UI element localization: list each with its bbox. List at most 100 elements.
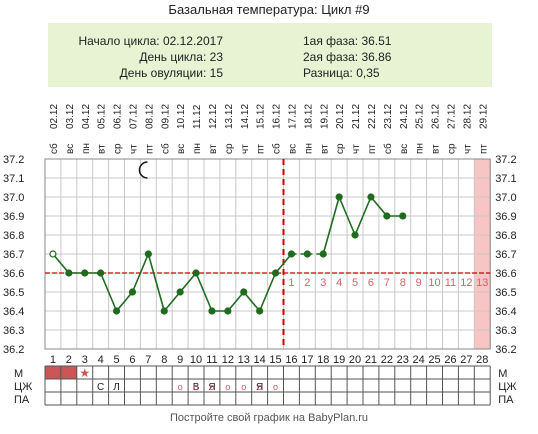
temperature-segment [354, 196, 372, 236]
weekday-label: ср [224, 143, 235, 154]
luteal-day-number: 11 [445, 277, 456, 289]
temperature-segment [99, 272, 118, 312]
day-number: 2 [66, 354, 72, 366]
luteal-day-number: 1 [288, 277, 294, 289]
row-label-left: ПА [14, 394, 30, 406]
moon-icon [138, 161, 148, 179]
weekday-label: пн [192, 143, 203, 154]
date-label: 29.12 [478, 104, 489, 129]
temperature-segment [370, 196, 388, 217]
y-tick-label-left: 36.9 [3, 211, 24, 223]
mucus-mark: Я [208, 382, 215, 393]
day-number: 17 [301, 354, 313, 366]
weekday-label: вс [176, 144, 187, 154]
day-number: 20 [349, 354, 361, 366]
weekday-label: вс [399, 144, 410, 154]
y-tick-label-right: 36.7 [495, 249, 516, 261]
temperature-point [160, 307, 168, 315]
date-label: 28.12 [462, 104, 473, 129]
weekday-label: пт [478, 144, 489, 154]
cycle-start-label: Начало цикла: [78, 34, 160, 48]
date-label: 20.12 [335, 104, 346, 129]
weekday-label: вс [287, 144, 298, 154]
chart-title: Базальная температура: Цикл #9 [168, 2, 370, 17]
y-tick-label-left: 36.5 [3, 287, 24, 299]
temperature-segment [131, 253, 150, 293]
day-number: 3 [82, 354, 88, 366]
cycle-day: День цикла: 23 [48, 50, 223, 64]
temperature-point [271, 269, 280, 277]
temperature-point [97, 269, 105, 277]
weekday-label: чт [240, 144, 251, 154]
luteal-day-number: 9 [416, 277, 422, 289]
day-number: 23 [397, 354, 409, 366]
date-label: 23.12 [383, 104, 394, 129]
day-number: 4 [98, 354, 104, 366]
temperature-segment [322, 196, 340, 255]
date-label: 18.12 [303, 104, 314, 129]
temperature-point [49, 250, 57, 258]
weekday-label: чт [351, 144, 362, 154]
temperature-segment [195, 272, 213, 312]
luteal-day-number: 8 [400, 277, 406, 289]
luteal-day-number: 10 [428, 277, 440, 289]
day-number: 9 [177, 354, 183, 366]
y-tick-label-left: 36.8 [3, 230, 24, 242]
y-tick-label-left: 36.6 [3, 268, 24, 280]
temperature-segment [163, 291, 181, 312]
intercourse-mark: o [194, 382, 199, 392]
footer-link[interactable]: Постройте свой график на BabyPlan.ru [169, 412, 369, 424]
weekday-label: пн [81, 143, 92, 154]
date-label: 15.12 [256, 104, 267, 129]
day-number: 27 [460, 354, 472, 366]
temperature-point [65, 269, 73, 277]
y-tick-label-right: 36.2 [495, 344, 516, 356]
intercourse-mark: o [209, 382, 214, 392]
temperature-point [192, 269, 200, 277]
day-number: 1 [50, 354, 56, 366]
phase-diff-label: Разница: [303, 66, 353, 80]
menses-cell [45, 366, 61, 379]
date-label: 02.12 [49, 104, 60, 129]
temperature-point [256, 307, 264, 315]
date-label: 12.12 [208, 104, 219, 129]
temperature-point [287, 250, 296, 258]
weekday-label: пт [256, 144, 267, 154]
date-label: 17.12 [287, 104, 298, 129]
y-tick-label-right: 36.9 [495, 211, 516, 223]
mucus-mark: С [97, 382, 104, 393]
date-label: 05.12 [97, 104, 108, 129]
day-number: 6 [129, 354, 135, 366]
day-number: 15 [269, 354, 281, 366]
temperature-segment [258, 272, 277, 312]
date-label: 26.12 [431, 104, 442, 129]
temperature-point [112, 307, 121, 315]
temperature-point [240, 288, 248, 296]
day-number: 18 [317, 354, 329, 366]
phase1-label: 1ая фаза: [303, 34, 359, 48]
weekday-label: сб [271, 143, 283, 154]
weekday-label: вт [319, 144, 330, 154]
row-label-right: ЦЖ [498, 381, 516, 393]
temperature-point [128, 288, 137, 296]
plot-frame [44, 158, 491, 350]
temperature-point [208, 307, 216, 315]
y-tick-label-right: 36.3 [495, 325, 516, 337]
weekday-label: ср [446, 143, 457, 154]
day-number: 7 [145, 354, 151, 366]
ovulation-day: День овуляции: 15 [48, 66, 223, 80]
temperature-point [144, 250, 152, 258]
weekday-label: вт [97, 144, 108, 154]
luteal-day-number: 13 [476, 277, 488, 289]
luteal-day-number: 12 [460, 277, 472, 289]
phase1: 1ая фаза: 36.51 [303, 34, 483, 48]
temperature-segment [227, 291, 245, 312]
y-tick-label-left: 36.3 [3, 325, 24, 337]
y-tick-label-right: 37.0 [495, 192, 516, 204]
mucus-mark: Л [113, 382, 120, 393]
ovulation-day-value: 15 [209, 66, 223, 80]
mucus-mark: В [193, 382, 200, 393]
y-tick-label-left: 37.1 [3, 173, 24, 185]
row-label-right: М [498, 368, 507, 380]
temperature-segment [115, 291, 134, 312]
